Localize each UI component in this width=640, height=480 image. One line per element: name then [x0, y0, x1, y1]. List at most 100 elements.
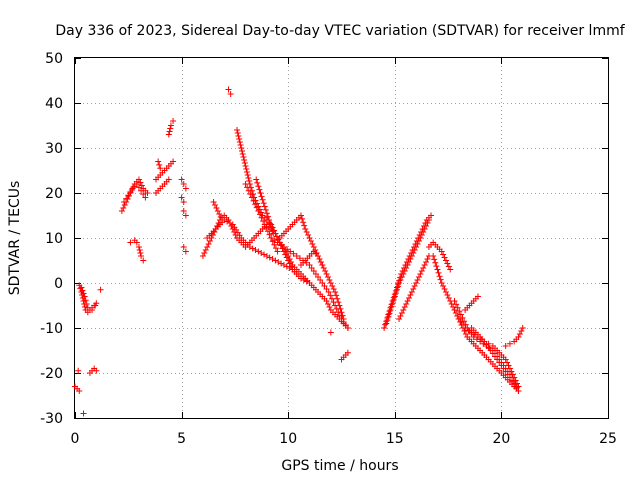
data-point — [75, 367, 82, 374]
data-point — [415, 274, 422, 280]
data-point — [269, 238, 276, 245]
data-point — [280, 244, 287, 250]
data-point — [438, 248, 445, 255]
data-point — [217, 214, 224, 220]
data-point — [252, 201, 259, 208]
data-point — [408, 253, 415, 259]
data-point — [344, 349, 351, 356]
data-point — [89, 307, 96, 313]
x-tick-label: 5 — [177, 431, 186, 447]
data-point — [272, 245, 279, 252]
data-point — [263, 224, 270, 231]
data-point — [303, 278, 310, 285]
data-point — [296, 255, 303, 262]
data-point — [286, 265, 293, 271]
data-point — [383, 320, 390, 327]
data-point — [323, 298, 330, 304]
data-point — [136, 247, 143, 253]
data-point — [440, 283, 447, 289]
data-point — [316, 256, 323, 262]
data-point — [514, 380, 521, 387]
series-arc16 — [178, 194, 187, 205]
data-point — [182, 212, 189, 219]
data-point — [227, 91, 234, 97]
series-arc1 — [72, 383, 83, 394]
data-point — [508, 368, 515, 375]
data-point — [182, 248, 189, 255]
data-point — [425, 217, 432, 223]
series-arc24 — [242, 181, 281, 255]
data-point — [242, 181, 249, 187]
data-point — [451, 307, 458, 313]
data-point — [263, 253, 270, 259]
data-point — [390, 296, 397, 303]
y-tick-label: -10 — [40, 321, 63, 337]
data-point — [165, 131, 172, 138]
data-point — [126, 193, 133, 199]
data-point — [120, 205, 127, 211]
data-point — [82, 297, 89, 304]
data-point — [444, 260, 451, 267]
data-point — [213, 205, 220, 211]
data-point — [423, 259, 430, 265]
series-arc29 — [327, 329, 334, 336]
data-point — [256, 211, 263, 218]
series-arc33 — [396, 253, 432, 322]
data-point — [290, 250, 297, 257]
data-point — [133, 181, 140, 187]
data-point — [156, 161, 163, 168]
data-point — [123, 195, 130, 202]
data-point — [391, 293, 398, 300]
data-point — [299, 215, 306, 222]
data-point — [266, 254, 273, 261]
y-tick-label: 10 — [45, 231, 63, 247]
data-point — [398, 310, 405, 316]
data-point — [459, 314, 466, 321]
data-point — [453, 301, 460, 308]
data-point — [259, 196, 266, 203]
data-point — [413, 244, 420, 250]
data-points — [72, 86, 526, 417]
data-point — [210, 199, 217, 205]
data-point — [167, 125, 174, 132]
data-point — [293, 253, 300, 259]
data-point — [244, 172, 251, 178]
data-point — [438, 280, 445, 286]
data-point — [394, 283, 401, 290]
data-point — [258, 214, 265, 221]
data-point — [337, 305, 344, 312]
data-point — [330, 286, 337, 292]
series-arc12 — [153, 176, 172, 196]
data-point — [237, 142, 244, 148]
data-point — [127, 239, 134, 246]
data-point — [140, 191, 147, 198]
data-point — [271, 237, 278, 244]
data-point — [275, 259, 282, 265]
data-point — [435, 269, 442, 276]
data-point — [182, 185, 189, 192]
series-arc13 — [155, 158, 164, 172]
data-point — [80, 410, 87, 417]
data-point — [406, 295, 413, 301]
data-point — [255, 248, 262, 255]
data-point — [401, 268, 408, 274]
data-point — [201, 250, 208, 256]
data-point — [278, 260, 285, 267]
data-point — [324, 301, 331, 307]
data-point — [445, 263, 452, 270]
data-point — [225, 86, 232, 93]
data-point — [97, 286, 104, 293]
y-tick-label: 50 — [45, 51, 63, 67]
data-point — [204, 244, 211, 250]
data-point — [236, 136, 243, 142]
data-point — [180, 208, 187, 214]
data-point — [450, 304, 457, 310]
data-point — [170, 118, 177, 124]
x-tick-label: 0 — [71, 431, 80, 447]
data-point — [324, 274, 331, 280]
data-point — [415, 238, 422, 244]
data-point — [421, 226, 428, 232]
series-arc38 — [462, 293, 481, 313]
data-point — [257, 190, 264, 196]
